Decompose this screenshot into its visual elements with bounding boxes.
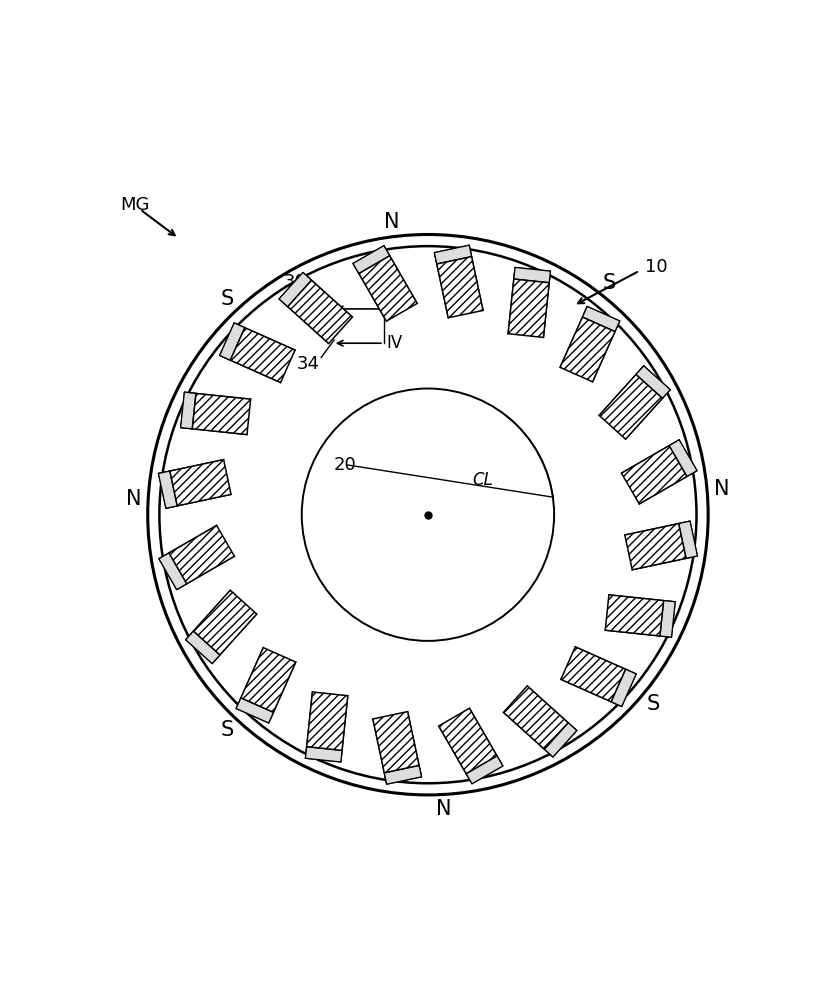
Polygon shape xyxy=(306,692,348,750)
Polygon shape xyxy=(236,698,273,723)
Text: 30: 30 xyxy=(284,273,306,291)
Text: N: N xyxy=(126,489,142,509)
Polygon shape xyxy=(159,462,220,508)
Polygon shape xyxy=(514,267,550,283)
Text: 20: 20 xyxy=(334,456,357,474)
Polygon shape xyxy=(159,553,187,590)
Polygon shape xyxy=(631,440,697,498)
Polygon shape xyxy=(180,392,239,433)
Text: N: N xyxy=(436,799,451,819)
Text: CL: CL xyxy=(472,471,493,489)
Polygon shape xyxy=(288,280,352,343)
Polygon shape xyxy=(607,366,671,431)
Text: S: S xyxy=(603,273,616,293)
Polygon shape xyxy=(611,669,636,706)
Polygon shape xyxy=(504,686,568,749)
Polygon shape xyxy=(636,366,671,398)
Polygon shape xyxy=(444,718,503,784)
Polygon shape xyxy=(159,471,177,508)
Text: N: N xyxy=(714,479,729,499)
Polygon shape xyxy=(600,375,662,439)
Polygon shape xyxy=(617,596,676,637)
Polygon shape xyxy=(306,747,342,762)
Polygon shape xyxy=(230,328,295,383)
Polygon shape xyxy=(170,460,231,506)
Polygon shape xyxy=(241,648,296,712)
Polygon shape xyxy=(625,524,686,570)
Polygon shape xyxy=(236,658,291,723)
Text: S: S xyxy=(647,694,660,714)
Polygon shape xyxy=(605,595,664,636)
Polygon shape xyxy=(384,765,422,784)
Polygon shape xyxy=(669,440,697,476)
Text: S: S xyxy=(220,289,234,309)
Polygon shape xyxy=(564,306,620,371)
Polygon shape xyxy=(159,531,225,590)
Text: S: S xyxy=(220,720,234,740)
Text: IV: IV xyxy=(387,300,402,318)
Polygon shape xyxy=(306,704,347,762)
Polygon shape xyxy=(583,306,620,332)
Text: N: N xyxy=(384,212,400,232)
Polygon shape xyxy=(375,723,422,784)
Polygon shape xyxy=(512,694,577,757)
Polygon shape xyxy=(279,272,344,336)
Polygon shape xyxy=(679,521,697,558)
Polygon shape xyxy=(220,323,285,378)
Polygon shape xyxy=(353,246,390,274)
Polygon shape xyxy=(185,599,249,664)
Polygon shape xyxy=(561,647,625,702)
Polygon shape xyxy=(279,272,311,307)
Polygon shape xyxy=(180,392,196,429)
Polygon shape xyxy=(192,393,250,435)
Polygon shape xyxy=(373,712,419,773)
Polygon shape xyxy=(169,525,235,584)
Polygon shape xyxy=(544,723,577,757)
Text: IV: IV xyxy=(387,334,402,352)
Polygon shape xyxy=(359,256,418,321)
Polygon shape xyxy=(220,323,245,360)
Polygon shape xyxy=(509,267,550,326)
Polygon shape xyxy=(636,521,697,567)
Polygon shape xyxy=(353,246,412,311)
Polygon shape xyxy=(466,756,503,784)
Polygon shape xyxy=(508,279,549,337)
Polygon shape xyxy=(660,601,676,637)
Polygon shape xyxy=(434,245,472,264)
Text: 10: 10 xyxy=(645,258,667,276)
Polygon shape xyxy=(571,652,636,706)
Polygon shape xyxy=(434,245,481,306)
Polygon shape xyxy=(437,257,483,318)
Polygon shape xyxy=(438,708,497,774)
Polygon shape xyxy=(621,446,687,504)
Circle shape xyxy=(159,246,696,783)
Text: MG: MG xyxy=(120,196,150,214)
Polygon shape xyxy=(560,317,615,382)
Text: 34: 34 xyxy=(296,355,320,373)
Polygon shape xyxy=(194,590,256,655)
Polygon shape xyxy=(185,631,220,664)
